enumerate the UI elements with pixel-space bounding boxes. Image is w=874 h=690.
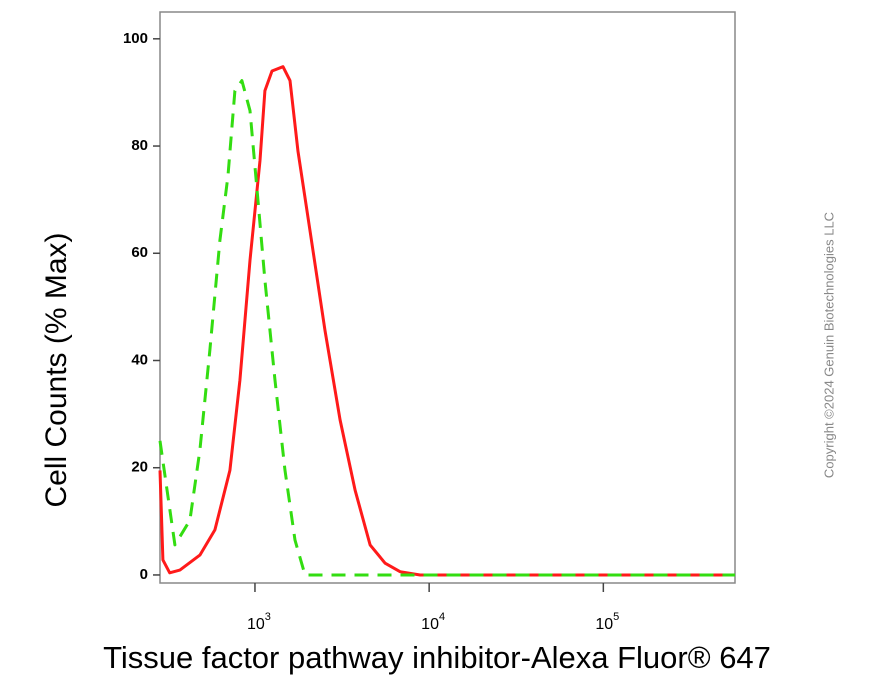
y-tick-label: 20 [131,459,148,476]
copyright: Copyright ©2024 Genuin Biotechnologies L… [821,212,836,478]
y-tick-label: 0 [140,566,148,583]
x-tick-base: 10 [595,616,613,633]
x-tick-exponent: 3 [265,611,271,623]
x-tick-exponent: 4 [439,611,445,623]
x-tick-label: 104 [421,611,445,633]
x-axis-label: Tissue factor pathway inhibitor-Alexa Fl… [103,640,771,675]
histogram-line [158,65,735,577]
y-tick-label: 60 [131,244,148,261]
x-tick-label: 105 [595,611,619,633]
y-tick-label: 100 [123,30,148,47]
y-axis-label: Cell Counts (% Max) [40,232,73,507]
histogram-line [158,79,735,577]
x-tick-exponent: 5 [613,611,619,623]
x-tick-base: 10 [421,616,439,633]
plot-frame [159,11,736,584]
y-tick-label: 40 [131,351,148,368]
x-tick-base: 10 [247,616,265,633]
x-tick-label: 103 [247,611,271,633]
y-tick-label: 80 [131,137,148,154]
